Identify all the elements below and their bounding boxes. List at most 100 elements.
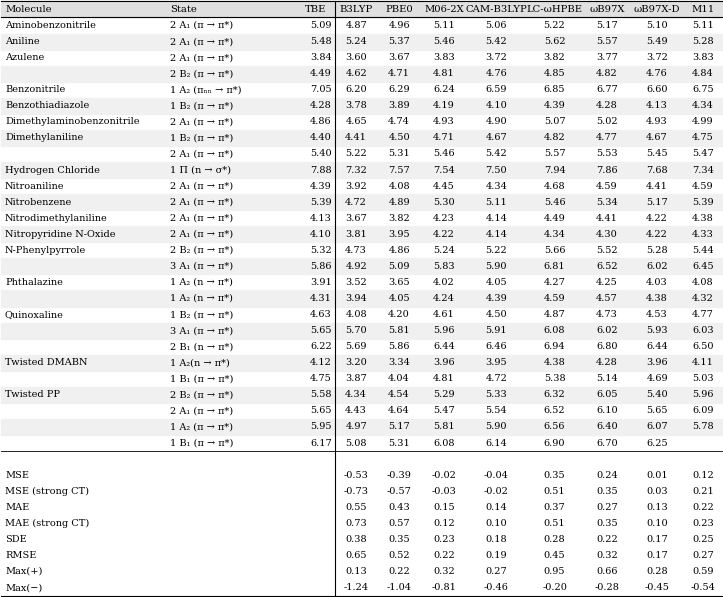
Text: 3.82: 3.82 xyxy=(388,214,410,223)
Text: 6.94: 6.94 xyxy=(544,342,565,351)
Text: 2 B₂ (π → π*): 2 B₂ (π → π*) xyxy=(170,246,234,255)
Text: 6.03: 6.03 xyxy=(692,326,714,335)
Text: 0.45: 0.45 xyxy=(544,551,565,560)
Text: 5.11: 5.11 xyxy=(433,21,455,30)
Text: 4.27: 4.27 xyxy=(544,278,565,287)
Text: 0.23: 0.23 xyxy=(433,535,455,544)
Text: 5.65: 5.65 xyxy=(310,326,332,335)
Text: 0.23: 0.23 xyxy=(692,519,714,528)
Text: -0.73: -0.73 xyxy=(343,487,369,496)
Text: 4.45: 4.45 xyxy=(433,181,455,190)
Text: 5.52: 5.52 xyxy=(596,246,617,255)
Text: 0.27: 0.27 xyxy=(596,503,618,512)
Text: 6.07: 6.07 xyxy=(646,423,668,432)
Text: 6.60: 6.60 xyxy=(646,85,668,94)
Text: 4.14: 4.14 xyxy=(485,214,508,223)
Text: 3.94: 3.94 xyxy=(346,294,367,303)
Text: 5.96: 5.96 xyxy=(692,390,714,399)
Text: 4.57: 4.57 xyxy=(596,294,618,303)
Text: 5.30: 5.30 xyxy=(433,198,455,207)
Text: 4.28: 4.28 xyxy=(596,101,618,110)
Text: 4.31: 4.31 xyxy=(310,294,332,303)
Text: 4.22: 4.22 xyxy=(433,230,455,239)
Text: 4.89: 4.89 xyxy=(388,198,410,207)
Text: 4.33: 4.33 xyxy=(692,230,714,239)
Text: 4.99: 4.99 xyxy=(692,118,714,127)
Text: 4.75: 4.75 xyxy=(692,133,714,143)
Text: Aniline: Aniline xyxy=(5,37,40,46)
Text: 4.54: 4.54 xyxy=(388,390,410,399)
Text: 6.09: 6.09 xyxy=(692,407,714,416)
Text: 4.41: 4.41 xyxy=(345,133,367,143)
Text: 4.67: 4.67 xyxy=(485,133,508,143)
Text: 4.34: 4.34 xyxy=(544,230,565,239)
Text: 0.51: 0.51 xyxy=(544,487,565,496)
Text: 3.83: 3.83 xyxy=(692,53,714,62)
Text: 2 B₂ (π → π*): 2 B₂ (π → π*) xyxy=(170,69,234,78)
Text: 0.55: 0.55 xyxy=(346,503,367,512)
Text: 4.39: 4.39 xyxy=(544,101,565,110)
Text: 6.05: 6.05 xyxy=(596,390,617,399)
Text: Dimethylaniline: Dimethylaniline xyxy=(5,133,83,143)
Text: -1.24: -1.24 xyxy=(343,583,369,592)
Text: 4.69: 4.69 xyxy=(646,374,668,383)
Text: 4.50: 4.50 xyxy=(486,310,507,319)
Text: Aminobenzonitrile: Aminobenzonitrile xyxy=(5,21,96,30)
Text: 5.17: 5.17 xyxy=(388,423,410,432)
Text: 3.52: 3.52 xyxy=(346,278,367,287)
Text: 0.21: 0.21 xyxy=(692,487,714,496)
Text: 0.14: 0.14 xyxy=(485,503,508,512)
Text: MSE: MSE xyxy=(5,470,29,479)
Text: 3 A₁ (π → π*): 3 A₁ (π → π*) xyxy=(170,326,233,335)
Text: 7.68: 7.68 xyxy=(646,165,668,174)
Text: 5.33: 5.33 xyxy=(485,390,508,399)
Text: 0.38: 0.38 xyxy=(346,535,367,544)
Text: 4.81: 4.81 xyxy=(433,69,455,78)
Text: -0.81: -0.81 xyxy=(432,583,456,592)
Text: 5.39: 5.39 xyxy=(692,198,714,207)
Text: -0.54: -0.54 xyxy=(690,583,715,592)
Text: Nitropyridine N-Oxide: Nitropyridine N-Oxide xyxy=(5,230,116,239)
Text: 0.27: 0.27 xyxy=(485,567,508,576)
Bar xyxy=(1,322,722,338)
Text: 4.76: 4.76 xyxy=(485,69,508,78)
Text: 4.73: 4.73 xyxy=(345,246,367,255)
Text: 4.73: 4.73 xyxy=(596,310,618,319)
Text: 4.82: 4.82 xyxy=(544,133,565,143)
Text: 5.65: 5.65 xyxy=(646,407,668,416)
Text: 4.53: 4.53 xyxy=(646,310,668,319)
Text: 3.82: 3.82 xyxy=(544,53,565,62)
Text: 4.96: 4.96 xyxy=(388,21,410,30)
Text: 1 B₂ (π → π*): 1 B₂ (π → π*) xyxy=(170,310,234,319)
Text: 5.58: 5.58 xyxy=(310,390,332,399)
Text: 0.17: 0.17 xyxy=(646,551,668,560)
Text: 4.13: 4.13 xyxy=(646,101,668,110)
Text: -1.04: -1.04 xyxy=(387,583,411,592)
Text: 0.35: 0.35 xyxy=(596,487,617,496)
Text: 0.51: 0.51 xyxy=(544,519,565,528)
Text: 2 A₁ (π → π*): 2 A₁ (π → π*) xyxy=(170,21,233,30)
Text: 3.77: 3.77 xyxy=(596,53,618,62)
Text: 3.34: 3.34 xyxy=(388,358,410,367)
Text: -0.04: -0.04 xyxy=(484,470,509,479)
Text: 5.86: 5.86 xyxy=(388,342,410,351)
Text: 4.34: 4.34 xyxy=(692,101,714,110)
Text: LC-ωHPBE: LC-ωHPBE xyxy=(526,5,583,14)
Text: 3.83: 3.83 xyxy=(433,53,455,62)
Text: 0.19: 0.19 xyxy=(486,551,507,560)
Text: B3LYP: B3LYP xyxy=(340,5,373,14)
Text: 4.72: 4.72 xyxy=(485,374,508,383)
Text: 0.01: 0.01 xyxy=(646,470,668,479)
Text: 4.08: 4.08 xyxy=(692,278,714,287)
Text: 4.02: 4.02 xyxy=(433,278,455,287)
Text: 0.43: 0.43 xyxy=(388,503,410,512)
Text: Molecule: Molecule xyxy=(5,5,51,14)
Text: 6.59: 6.59 xyxy=(486,85,507,94)
Text: 4.87: 4.87 xyxy=(346,21,367,30)
Text: 6.90: 6.90 xyxy=(544,439,565,448)
Text: 4.23: 4.23 xyxy=(433,214,455,223)
Text: 6.77: 6.77 xyxy=(596,85,618,94)
Text: 4.76: 4.76 xyxy=(646,69,668,78)
Text: 5.08: 5.08 xyxy=(346,439,367,448)
Text: 5.09: 5.09 xyxy=(310,21,332,30)
